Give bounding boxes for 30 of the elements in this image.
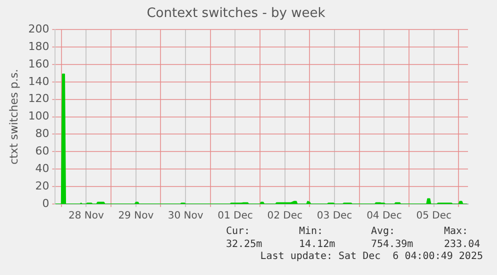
y-tick-label: 120 (28, 92, 50, 106)
y-tick-label: 160 (28, 57, 50, 70)
text: Last update: Sat Dec 6 04:00:49 2025 (260, 251, 483, 263)
x-tick-label: 02 Dec (267, 210, 303, 222)
text: Max: (444, 226, 468, 238)
text: 14.12m (299, 239, 336, 251)
y-tick-label: 200 (28, 22, 50, 36)
x-tick-label: 03 Dec (316, 210, 352, 222)
text: Avg: (371, 226, 396, 238)
y-axis-title: ctxt switches p.s. (7, 69, 20, 165)
text: 754.39m (371, 239, 414, 251)
x-tick-label: 30 Nov (168, 210, 204, 222)
chart-title: Context switches - by week (146, 6, 326, 22)
y-tick-label: 180 (28, 40, 50, 53)
x-tick-label: 28 Nov (68, 210, 104, 222)
y-tick-label: 140 (28, 74, 50, 88)
x-tick-label: 05 Dec (416, 210, 452, 222)
y-tick-label: 60 (35, 144, 50, 158)
x-tick-label: 29 Nov (118, 210, 154, 222)
y-tick-label: 40 (35, 162, 50, 175)
y-tick-label: 100 (28, 110, 50, 123)
x-tick-label: 04 Dec (366, 210, 402, 222)
text: Cur: (226, 226, 250, 238)
text: 32.25m (226, 239, 262, 251)
y-tick-label: 20 (35, 179, 50, 192)
y-tick-label: 0 (42, 196, 50, 210)
text: 233.04 (444, 239, 480, 251)
y-tick-label: 80 (35, 127, 50, 140)
text: Min: (299, 226, 324, 238)
x-tick-label: 01 Dec (218, 210, 253, 222)
